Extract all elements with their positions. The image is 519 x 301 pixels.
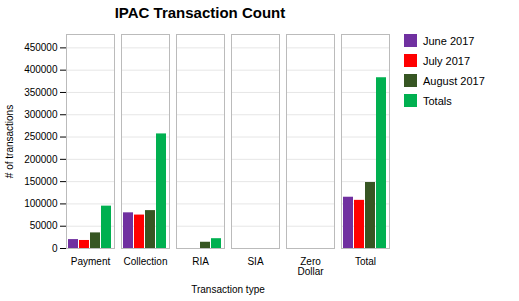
svg-text:400000: 400000 — [24, 64, 58, 75]
html-text:IPAC Transaction Count: IPAC Transaction Count — [114, 4, 286, 21]
svg-text:Collection: Collection — [124, 256, 168, 267]
svg-text:450000: 450000 — [24, 42, 58, 53]
html-text:Totals: Totals — [423, 94, 452, 107]
svg-text:200000: 200000 — [24, 154, 58, 165]
svg-text:50000: 50000 — [30, 220, 58, 231]
svg-text:# of transactions: # of transactions — [4, 105, 15, 178]
svg-text:Transaction type: Transaction type — [191, 284, 265, 295]
html-text:June 2017: June 2017 — [423, 34, 475, 47]
svg-text:100000: 100000 — [24, 198, 58, 209]
svg-text:150000: 150000 — [24, 176, 58, 187]
svg-text:SIA: SIA — [247, 256, 263, 267]
svg-text:Payment: Payment — [71, 256, 111, 267]
svg-text:350000: 350000 — [24, 87, 58, 98]
svg-text:ZeroDollar: ZeroDollar — [297, 256, 324, 277]
html-text:August 2017: August 2017 — [423, 74, 485, 87]
svg-text:0: 0 — [52, 243, 58, 254]
svg-text:RIA: RIA — [192, 256, 209, 267]
html-text:July 2017: July 2017 — [423, 54, 471, 67]
svg-text:250000: 250000 — [24, 131, 58, 142]
svg-text:300000: 300000 — [24, 109, 58, 120]
svg-text:Total: Total — [355, 256, 376, 267]
